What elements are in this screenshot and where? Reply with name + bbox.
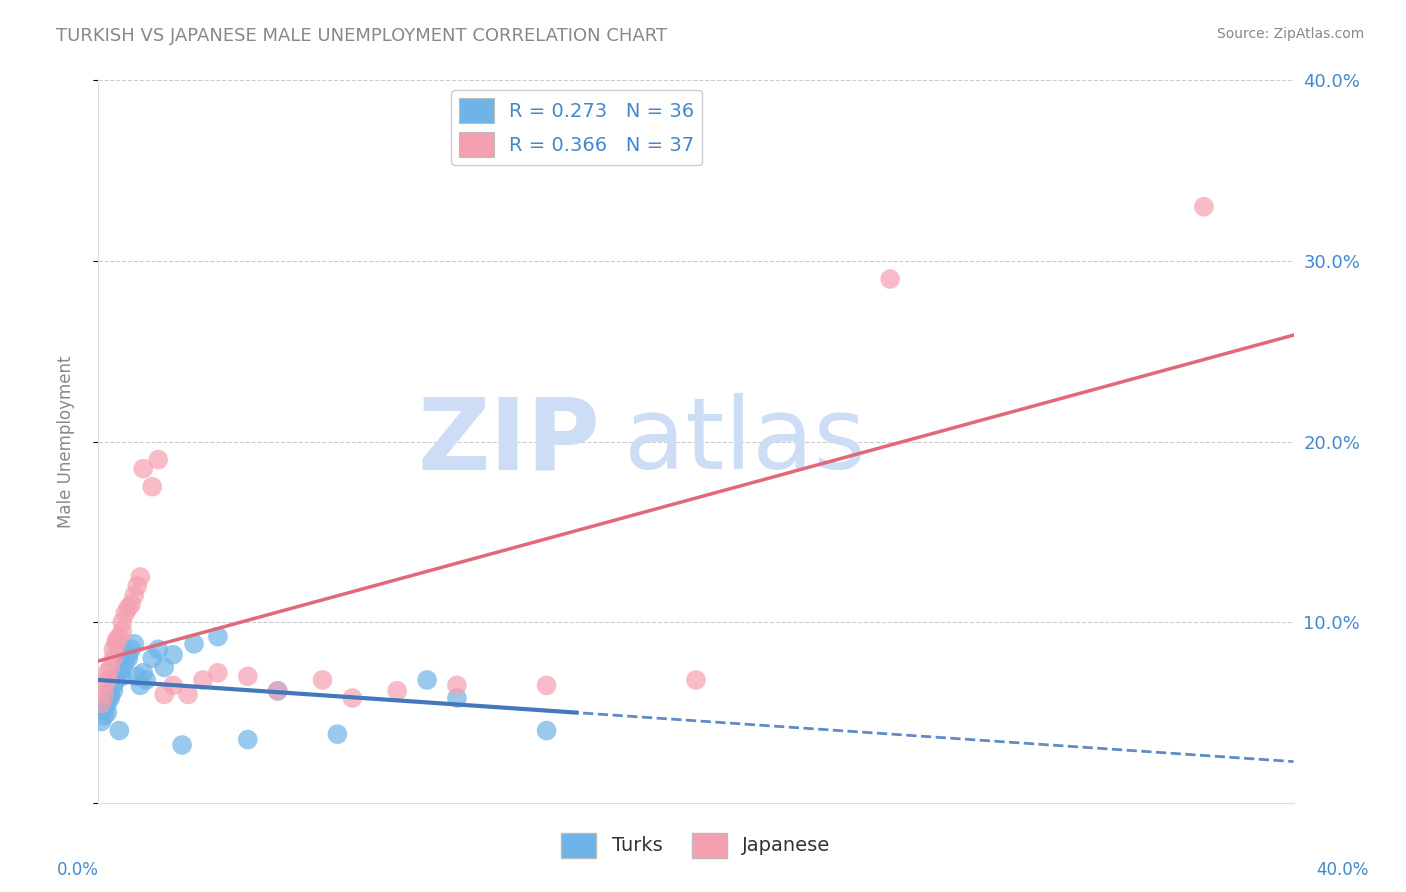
Point xyxy=(162,678,184,692)
Point xyxy=(148,642,170,657)
Point xyxy=(326,727,349,741)
Point xyxy=(135,673,157,687)
Point xyxy=(98,660,122,674)
Point xyxy=(267,683,290,698)
Text: TURKISH VS JAPANESE MALE UNEMPLOYMENT CORRELATION CHART: TURKISH VS JAPANESE MALE UNEMPLOYMENT CO… xyxy=(56,27,668,45)
Point xyxy=(105,637,128,651)
Point xyxy=(141,651,163,665)
Point xyxy=(108,665,131,680)
Point xyxy=(153,687,176,701)
Point xyxy=(96,665,118,680)
Point xyxy=(108,630,131,644)
Point xyxy=(111,624,134,639)
Point xyxy=(267,683,290,698)
Point xyxy=(111,660,134,674)
Point xyxy=(120,642,142,657)
Point xyxy=(536,678,558,692)
Point xyxy=(191,673,214,687)
Point xyxy=(98,687,122,701)
Point xyxy=(90,714,112,729)
Point xyxy=(236,732,259,747)
Point xyxy=(103,683,125,698)
Point xyxy=(96,673,118,687)
Text: 0.0%: 0.0% xyxy=(56,861,98,879)
Point xyxy=(148,452,170,467)
Point xyxy=(162,648,184,662)
Y-axis label: Male Unemployment: Male Unemployment xyxy=(56,355,75,528)
Point xyxy=(342,691,364,706)
Point xyxy=(117,651,139,665)
Point xyxy=(207,630,229,644)
Point xyxy=(105,673,128,687)
Point xyxy=(111,669,134,683)
Point xyxy=(93,687,115,701)
Point xyxy=(536,723,558,738)
Point xyxy=(416,673,439,687)
Point xyxy=(132,665,155,680)
Point xyxy=(98,691,122,706)
Legend: Turks, Japanese: Turks, Japanese xyxy=(554,825,838,865)
Point xyxy=(172,738,194,752)
Point xyxy=(685,673,707,687)
Point xyxy=(183,637,205,651)
Point xyxy=(124,637,146,651)
Text: Source: ZipAtlas.com: Source: ZipAtlas.com xyxy=(1216,27,1364,41)
Point xyxy=(120,597,142,611)
Point xyxy=(117,648,139,662)
Point xyxy=(93,678,115,692)
Point xyxy=(311,673,333,687)
Point xyxy=(129,678,152,692)
Point xyxy=(114,606,136,620)
Point xyxy=(105,633,128,648)
Point xyxy=(127,579,149,593)
Text: atlas: atlas xyxy=(624,393,866,490)
Point xyxy=(103,642,125,657)
Point xyxy=(93,709,115,723)
Point xyxy=(236,669,259,683)
Point xyxy=(96,697,118,711)
Point xyxy=(103,651,125,665)
Point xyxy=(108,723,131,738)
Point xyxy=(446,691,468,706)
Point xyxy=(124,588,146,602)
Point xyxy=(96,706,118,720)
Point xyxy=(132,461,155,475)
Point xyxy=(141,480,163,494)
Point xyxy=(114,655,136,669)
Point xyxy=(90,697,112,711)
Text: ZIP: ZIP xyxy=(418,393,600,490)
Point xyxy=(385,683,409,698)
Point xyxy=(117,600,139,615)
Point xyxy=(1192,200,1215,214)
Point xyxy=(127,669,149,683)
Point xyxy=(446,678,468,692)
Point xyxy=(111,615,134,630)
Text: 40.0%: 40.0% xyxy=(1316,861,1369,879)
Point xyxy=(93,702,115,716)
Point xyxy=(207,665,229,680)
Point xyxy=(103,678,125,692)
Point xyxy=(879,272,901,286)
Point xyxy=(153,660,176,674)
Point xyxy=(129,570,152,584)
Point xyxy=(177,687,200,701)
